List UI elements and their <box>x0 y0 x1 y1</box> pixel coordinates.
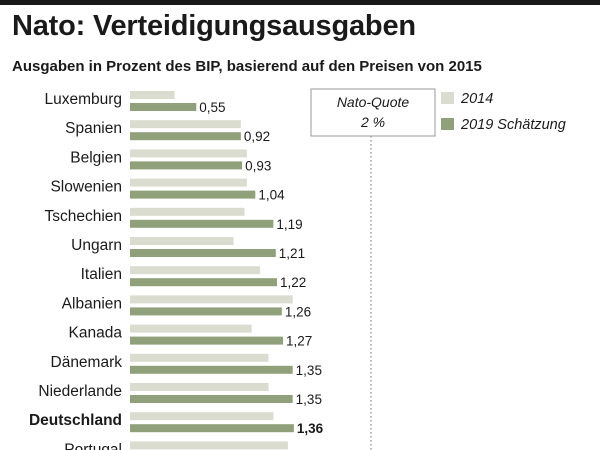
legend-label-2014: 2014 <box>460 91 493 107</box>
bar-2019 <box>130 336 284 345</box>
bar-2014 <box>130 266 261 275</box>
value-label: 1,04 <box>258 188 285 203</box>
value-label: 0,92 <box>244 129 270 144</box>
category-label: Ungarn <box>71 237 122 254</box>
bar-2014 <box>130 383 269 391</box>
value-label: 1,19 <box>276 217 302 232</box>
category-label: Slowenien <box>50 179 122 196</box>
bar-2019 <box>130 307 282 316</box>
legend-label-2019: 2019 Schätzung <box>460 117 566 133</box>
value-label: 1,27 <box>286 334 312 349</box>
bar-2014 <box>130 178 247 187</box>
bar-2019 <box>130 190 256 199</box>
top-rule <box>0 0 600 5</box>
bar-2014 <box>130 324 252 333</box>
chart-subtitle: Ausgaben in Prozent des BIP, basierend a… <box>12 58 482 75</box>
value-label: 1,35 <box>296 392 322 407</box>
bar-2019 <box>130 395 293 403</box>
category-label: Albanien <box>62 295 122 312</box>
category-label: Portugal <box>64 441 122 450</box>
value-label: 1,22 <box>280 275 306 290</box>
bar-2019 <box>130 103 197 111</box>
reference-label-box <box>310 88 436 137</box>
chart-title: Nato: Verteidigungsausgaben <box>12 10 416 42</box>
value-label: 0,55 <box>199 100 225 115</box>
category-label: Luxemburg <box>44 91 122 108</box>
bar-2014 <box>130 353 269 362</box>
category-label: Niederlande <box>38 383 122 400</box>
category-label: Kanada <box>69 325 123 342</box>
category-label: Dänemark <box>51 354 123 371</box>
bar-2014 <box>130 207 245 216</box>
value-label: 1,26 <box>285 304 311 319</box>
bar-2014 <box>130 91 175 99</box>
value-label: 1,36 <box>297 421 324 436</box>
category-label: Spanien <box>65 120 122 137</box>
reference-label-title: Nato-Quote <box>337 94 410 110</box>
value-label: 0,93 <box>245 158 271 173</box>
category-label: Deutschland <box>29 412 122 429</box>
bar-2019 <box>130 132 241 141</box>
bar-2014 <box>130 149 247 158</box>
legend-swatch-2019 <box>441 118 454 130</box>
value-label: 1,21 <box>279 246 305 261</box>
bar-2014 <box>130 441 288 450</box>
bar-2014 <box>130 295 293 304</box>
bar-2019 <box>130 365 293 374</box>
value-label: 1,35 <box>296 363 322 378</box>
bar-2019 <box>130 161 243 170</box>
reference-label-value: 2 % <box>360 114 385 130</box>
bar-2014 <box>130 237 234 245</box>
category-label: Italien <box>81 266 122 283</box>
bar-2019 <box>130 219 274 228</box>
category-label: Tschechien <box>44 208 122 225</box>
category-label: Belgien <box>70 149 122 166</box>
bar-2014 <box>130 120 241 129</box>
bar-2019 <box>130 278 278 287</box>
bar-2019 <box>130 249 276 257</box>
bar-2014 <box>130 412 274 421</box>
legend-swatch-2014 <box>441 92 454 104</box>
bar-2019 <box>130 424 294 433</box>
